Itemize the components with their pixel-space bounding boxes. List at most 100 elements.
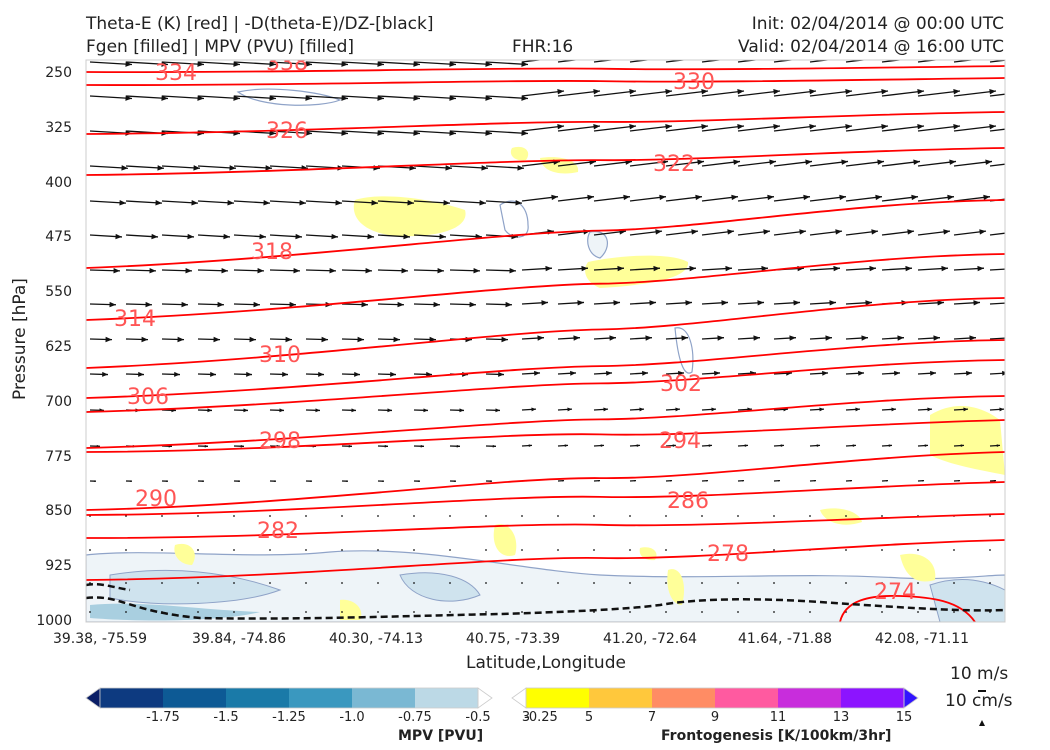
theta-e-contour xyxy=(680,60,894,61)
theta-e-contour xyxy=(839,595,976,622)
wind-arrowhead xyxy=(354,371,360,377)
wind-arrowhead xyxy=(803,194,810,201)
wind-arrowhead xyxy=(913,159,920,165)
wind-arrowhead xyxy=(193,165,200,171)
wind-arrowhead xyxy=(221,267,228,274)
wind-arrowhead xyxy=(606,370,612,376)
wind-arrowhead xyxy=(456,444,460,448)
wind-arrowhead xyxy=(943,229,950,235)
wind-arrowhead xyxy=(953,124,960,130)
wind-arrowhead xyxy=(501,336,508,343)
wind-arrowhead xyxy=(521,130,528,136)
wind-arrowhead xyxy=(1015,229,1022,234)
wind-arrowhead xyxy=(335,200,342,206)
wind-arrowhead xyxy=(985,159,992,165)
colorbar-extend-right xyxy=(903,687,919,709)
wind-vector xyxy=(341,95,385,100)
wind-arrowhead xyxy=(454,480,456,482)
wind-arrowhead xyxy=(401,267,408,274)
theta-e-contour xyxy=(86,65,1005,74)
wind-vector xyxy=(197,95,241,100)
wind-vector xyxy=(773,125,817,132)
wind-arrowhead xyxy=(423,408,428,413)
fgen-region xyxy=(510,146,529,161)
wind-arrowhead xyxy=(966,370,972,376)
wind-arrowhead xyxy=(881,124,888,130)
colorbar-segment xyxy=(652,688,716,708)
wind-vector xyxy=(989,128,1005,132)
wind-arrowhead xyxy=(1002,370,1005,376)
colorbar-label: 15 xyxy=(895,710,913,725)
wind-arrowhead xyxy=(299,200,306,206)
wind-arrowhead xyxy=(822,370,828,376)
wind-dot xyxy=(485,515,487,517)
wind-arrowhead xyxy=(600,444,604,447)
theta-e-contour xyxy=(86,297,1005,369)
theta-e-labels: 338 334 330 326 322 318 314 310 306 302 298 294 290 2… xyxy=(114,60,916,605)
wind-arrowhead xyxy=(763,229,770,235)
wind-dot xyxy=(125,611,127,613)
wind-dot xyxy=(557,515,559,517)
wind-arrowhead xyxy=(809,89,816,95)
colorbar-segment xyxy=(715,688,779,708)
colorbar-segment xyxy=(589,688,653,708)
y-tick-label: 250 xyxy=(45,65,72,81)
wind-arrowhead xyxy=(629,89,636,95)
wind-vector xyxy=(989,302,1005,305)
wind-dot xyxy=(377,549,379,551)
wind-arrowhead xyxy=(757,300,764,306)
wind-arrowhead xyxy=(695,194,702,201)
wind-vector xyxy=(557,60,581,63)
wind-vector xyxy=(665,125,709,132)
wind-arrowhead xyxy=(886,479,888,482)
wind-arrowhead xyxy=(593,89,600,95)
colorbar-segment xyxy=(100,688,164,708)
wind-dot xyxy=(341,582,343,584)
wind-arrowhead xyxy=(403,233,410,240)
wind-arrowhead xyxy=(443,200,450,206)
wind-arrowhead xyxy=(437,267,444,274)
wind-dot xyxy=(449,515,451,517)
x-axis-label: Latitude,Longitude xyxy=(466,653,626,673)
y-tick-label: 775 xyxy=(45,448,72,465)
wind-vector xyxy=(701,90,745,97)
wind-vector xyxy=(341,61,385,66)
wind-arrowhead xyxy=(213,336,220,343)
wind-arrowhead xyxy=(528,444,532,447)
wind-vector xyxy=(701,125,745,132)
wind-dot xyxy=(701,549,703,551)
wind-arrowhead xyxy=(629,124,636,130)
wind-dot xyxy=(881,515,883,517)
wind-arrowhead xyxy=(413,61,420,67)
wind-arrowhead xyxy=(305,130,312,136)
wind-vector xyxy=(89,95,133,100)
wind-vector xyxy=(233,95,277,100)
wind-arrowhead xyxy=(634,479,636,482)
wind-arrowhead xyxy=(922,479,924,482)
wind-arrowhead xyxy=(377,95,384,101)
colorbar-label: -1.25 xyxy=(272,710,306,725)
x-tick-label: 41.20, -72.64 xyxy=(602,631,698,647)
wind-arrowhead xyxy=(377,130,384,136)
wind-arrowhead xyxy=(780,444,784,447)
y-axis-label: Pressure [hPa] xyxy=(10,278,30,400)
wind-vector xyxy=(773,90,817,97)
wind-vector xyxy=(989,163,1005,167)
wind-arrowhead xyxy=(963,407,968,412)
wind-arrowhead xyxy=(310,480,312,482)
wind-vector xyxy=(449,130,493,135)
fgen-region xyxy=(340,599,362,620)
wind-arrowhead xyxy=(587,194,594,201)
wind-arrowhead xyxy=(105,336,112,343)
filled-fields xyxy=(86,88,1005,622)
theta-e-label: 290 xyxy=(135,487,177,512)
wind-dot xyxy=(485,549,487,551)
wind-arrowhead xyxy=(289,301,296,308)
wind-arrowhead xyxy=(973,300,980,306)
wind-arrowhead xyxy=(1013,266,1020,271)
wind-arrowhead xyxy=(537,335,544,341)
wind-vector xyxy=(809,90,853,97)
wind-arrowhead xyxy=(678,370,684,376)
wind-arrowhead xyxy=(733,159,740,165)
wind-arrowhead xyxy=(279,408,284,413)
